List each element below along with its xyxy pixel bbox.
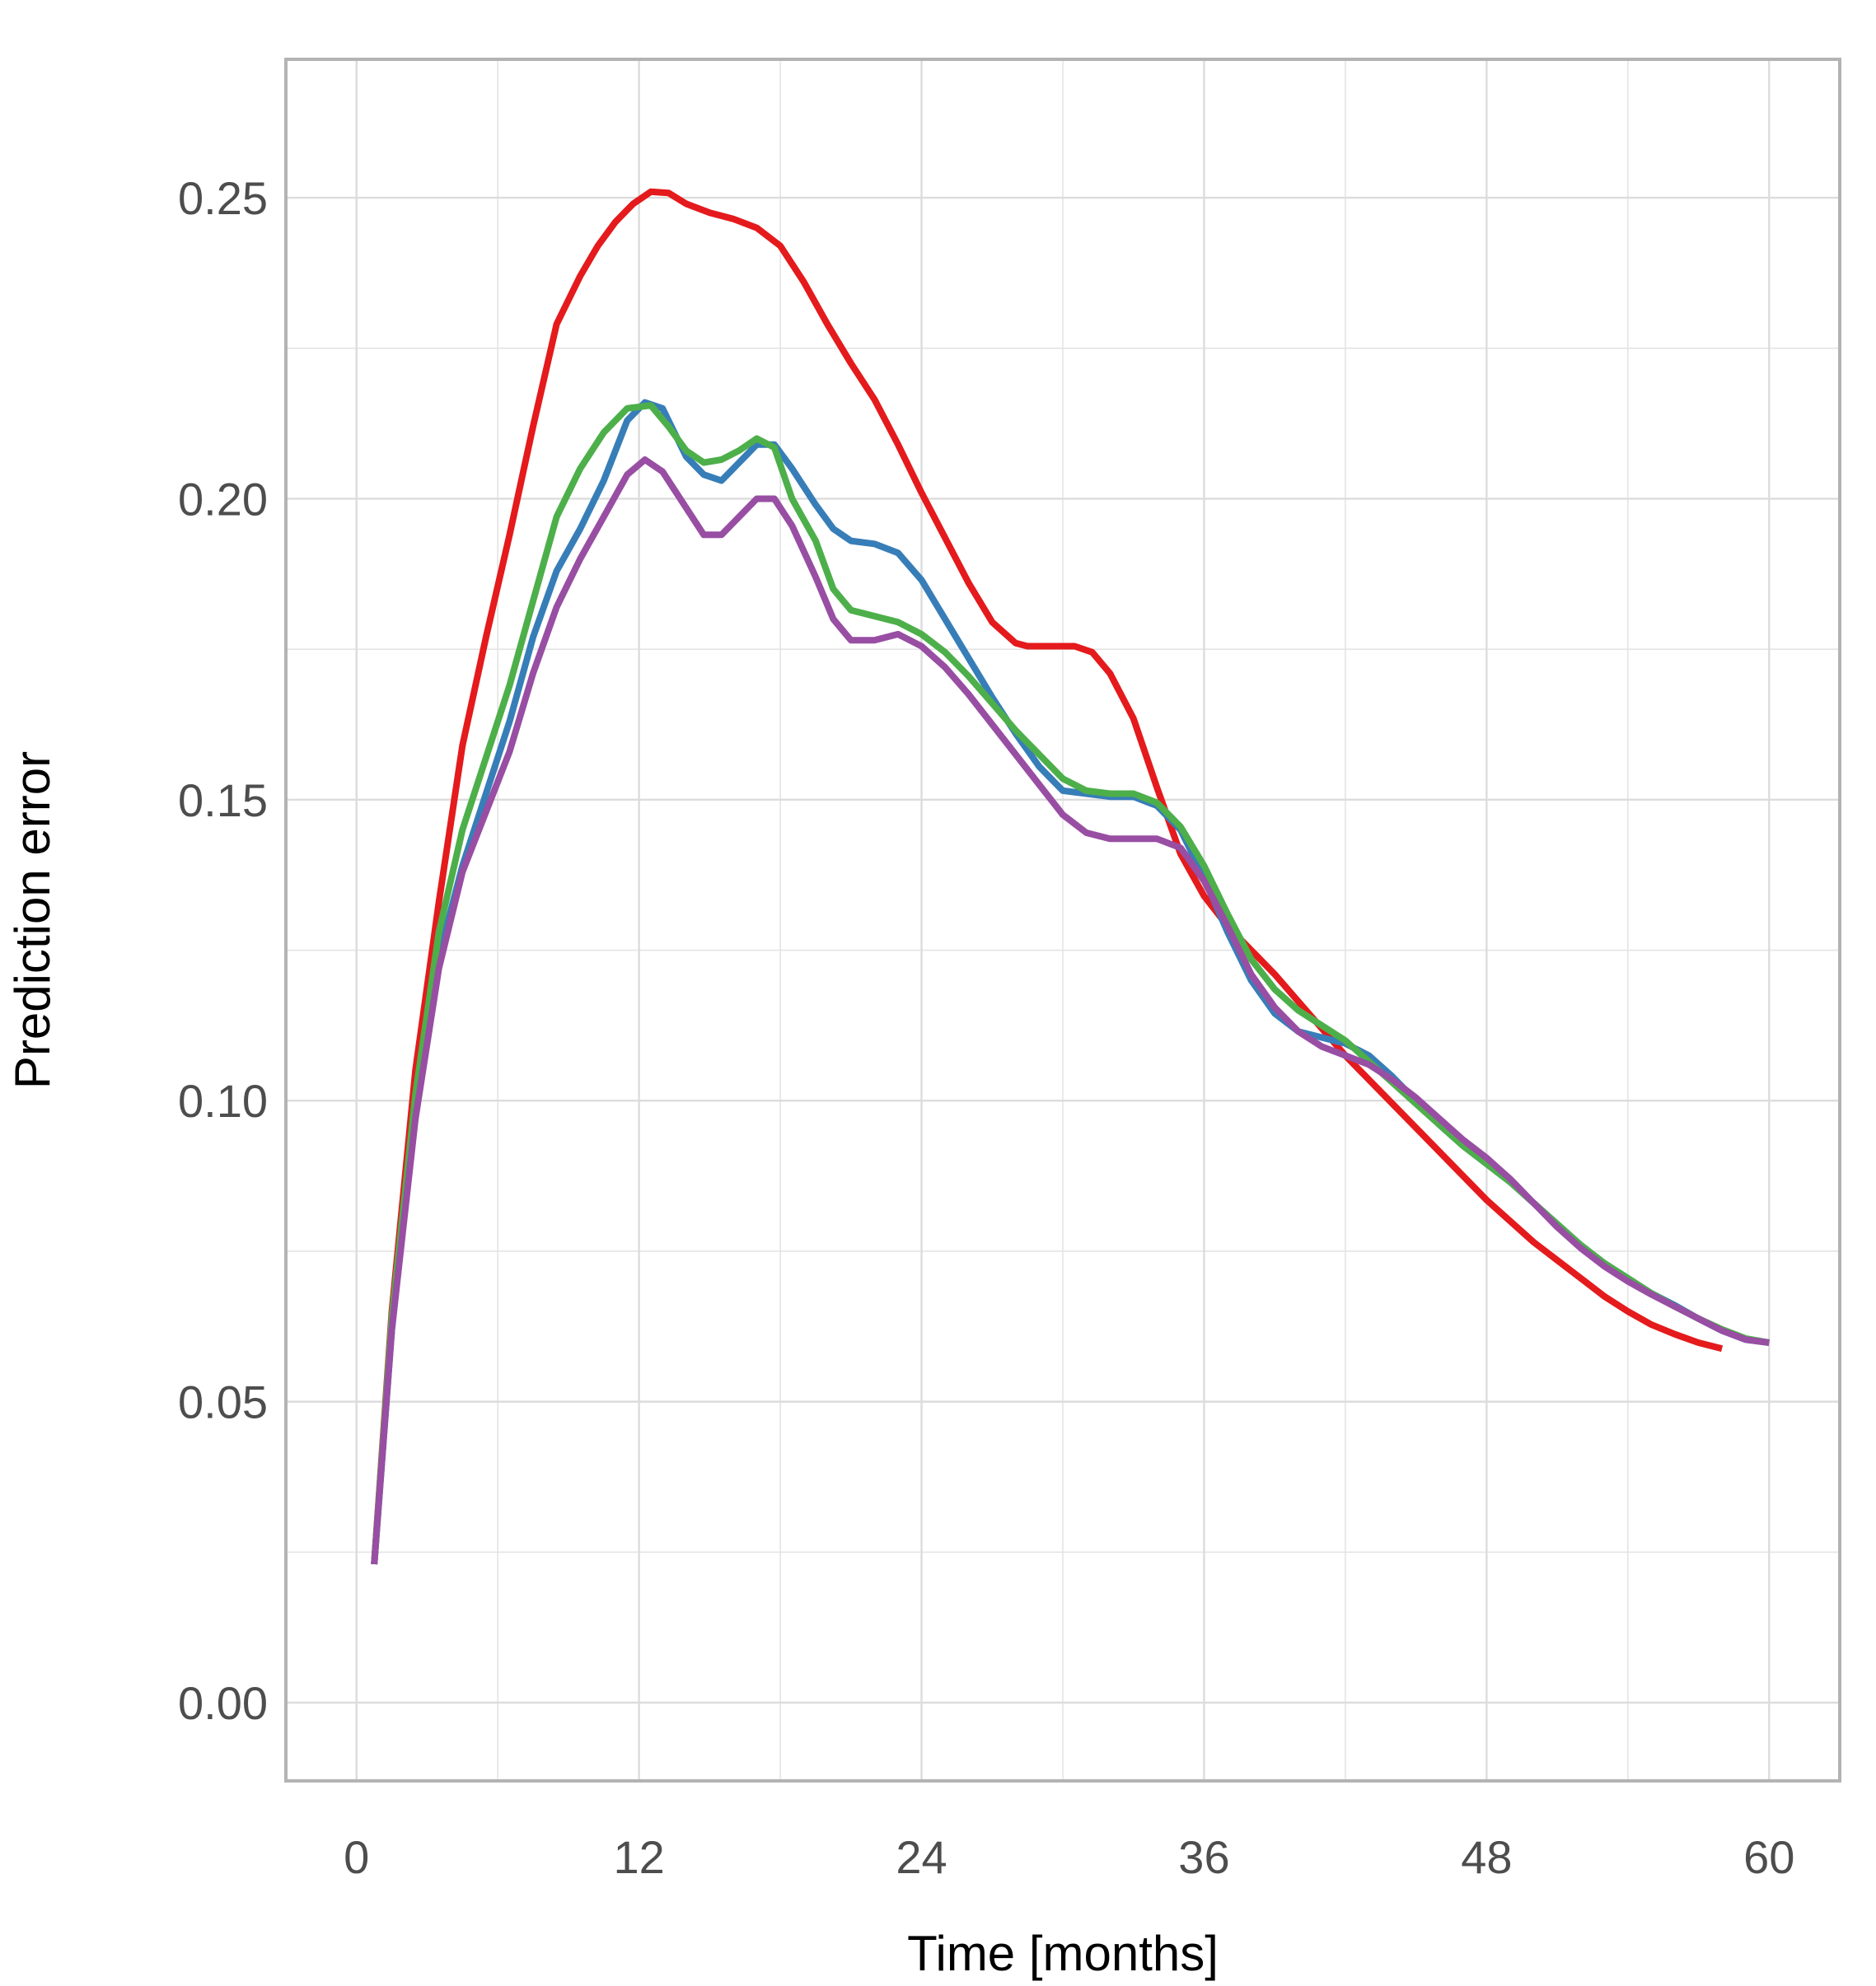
series-line-red <box>371 188 1724 1565</box>
y-tick-label: 0.05 <box>178 1376 268 1428</box>
y-tick-label: 0.25 <box>178 172 268 224</box>
y-tick-label: 0.20 <box>178 473 268 525</box>
x-tick-label: 36 <box>1178 1831 1229 1883</box>
y-tick-label: 0.00 <box>178 1677 268 1729</box>
major-gridlines <box>286 59 1840 1781</box>
x-tick-label: 12 <box>613 1831 664 1883</box>
x-axis-tick-labels: 0 12 24 36 48 60 <box>344 1831 1794 1883</box>
y-axis-tick-labels: 0.00 0.05 0.10 0.15 0.20 0.25 <box>178 172 268 1729</box>
series-line-purple <box>371 456 1770 1565</box>
y-tick-label: 0.15 <box>178 774 268 826</box>
x-tick-label: 60 <box>1743 1831 1794 1883</box>
y-axis-title: Prediction error <box>5 751 60 1089</box>
x-tick-label: 48 <box>1461 1831 1512 1883</box>
x-tick-label: 24 <box>896 1831 947 1883</box>
y-tick-label: 0.10 <box>178 1075 268 1127</box>
x-axis-title: Time [months] <box>907 1926 1219 1981</box>
x-tick-label: 0 <box>344 1831 369 1883</box>
series-lines <box>371 188 1771 1565</box>
plot-panel-border <box>284 58 1841 1783</box>
